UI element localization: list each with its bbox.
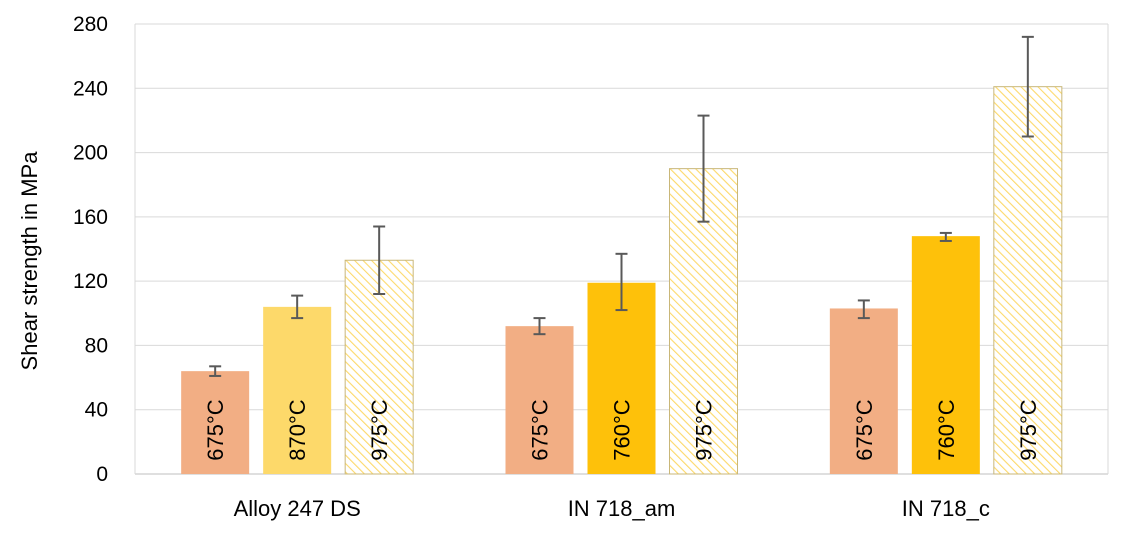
bar-in-718-am-675 [505,326,574,474]
category-labels: Alloy 247 DS IN 718_am IN 718_c [234,496,990,521]
bar-in-718-c-760 [911,236,980,474]
bar-labels: 675°C 870°C 975°C 675°C 760°C 975°C 675°C 760°C… [203,399,1041,461]
bars [181,86,1063,475]
y-tick-label: 80 [85,334,108,357]
bar-temperature-label: 975°C [367,399,392,461]
error-bars [209,35,1034,377]
y-tick-label: 240 [73,77,108,100]
y-tick-label: 0 [96,463,108,486]
y-tick-label: 40 [85,399,108,422]
bar-temperature-label: 975°C [1016,399,1041,461]
bar-temperature-label: 675°C [203,399,228,461]
bar-temperature-label: 760°C [610,399,635,461]
y-tick-label: 200 [73,142,108,165]
y-tick-label: 280 [73,13,108,36]
category-label: Alloy 247 DS [234,496,361,521]
category-label: IN 718_am [568,496,676,521]
bar-in-718-c-975 [993,86,1063,475]
bar-temperature-label: 870°C [285,399,310,461]
bar-alloy-247-ds-870 [263,306,332,474]
y-axis-ticks: 0 40 80 120 160 200 240 280 [73,13,108,486]
y-axis-label: Shear strength in MPa [17,151,42,371]
bar-temperature-label: 975°C [692,399,717,461]
bar-temperature-label: 760°C [934,399,959,461]
bar-alloy-247-ds-675 [181,371,250,474]
bar-in-718-am-760 [587,282,656,474]
bar-temperature-label: 675°C [528,399,553,461]
y-tick-label: 160 [73,206,108,229]
bar-in-718-c-675 [829,308,898,474]
bar-temperature-label: 675°C [852,399,877,461]
bar-alloy-247-ds-975 [344,259,414,475]
category-label: IN 718_c [902,496,990,521]
y-tick-label: 120 [73,270,108,293]
